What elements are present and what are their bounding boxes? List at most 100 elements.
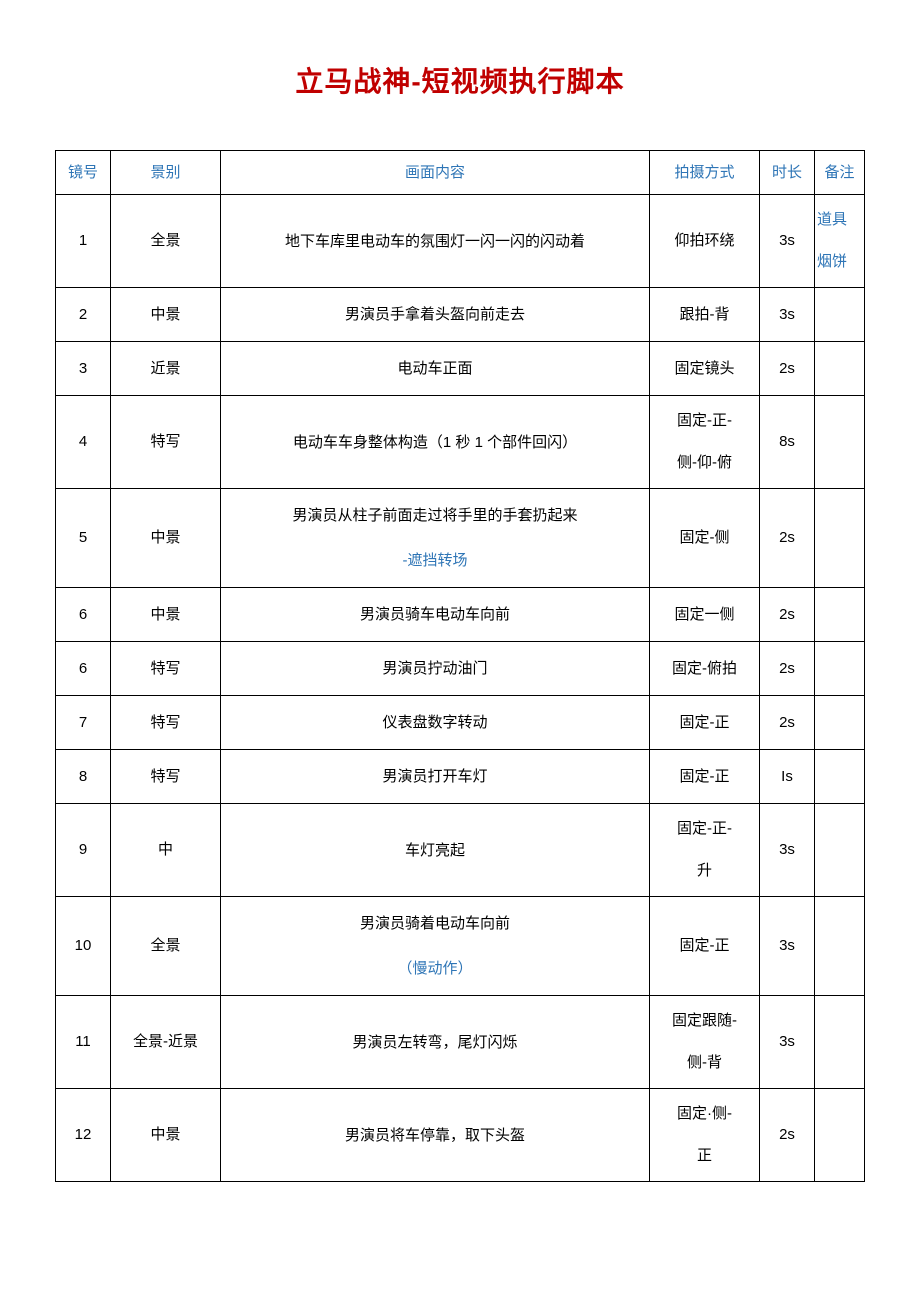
cell-line: 固定-正- (652, 808, 757, 850)
table-cell: 特写 (111, 750, 221, 804)
table-row: 2中景男演员手拿着头盔向前走去跟拍-背3s (56, 288, 865, 342)
table-row: 1全景地下车库里电动车的氛围灯一闪一闪的闪动着仰拍环绕3s道具烟饼 (56, 195, 865, 288)
table-cell (815, 342, 865, 396)
table-cell: 6 (56, 588, 111, 642)
page-title: 立马战神-短视频执行脚本 (55, 60, 865, 100)
table-cell: 4 (56, 396, 111, 489)
table-cell: 中景 (111, 1089, 221, 1182)
cell-line: 男演员将车停靠，取下头盔 (223, 1113, 647, 1158)
cell-line: 男演员骑着电动车向前 (223, 901, 647, 946)
cell-line: 侧-仰-俯 (652, 442, 757, 484)
table-row: 7特写仪表盘数字转动固定-正2s (56, 696, 865, 750)
table-cell: 2s (760, 696, 815, 750)
table-cell: 男演员骑着电动车向前（慢动作） (221, 897, 650, 996)
cell-line: 电动车正面 (223, 346, 647, 391)
cell-line: 固定-正 (652, 756, 757, 798)
table-cell: 近景 (111, 342, 221, 396)
table-row: 6特写男演员拧动油门固定-俯拍2s (56, 642, 865, 696)
cell-line: 电动车车身整体构造（1 秒 1 个部件回闪） (223, 420, 647, 465)
cell-line: 仰拍环绕 (652, 220, 757, 262)
cell-line: 固定-俯拍 (652, 648, 757, 690)
table-cell: 全景 (111, 897, 221, 996)
table-cell: 8s (760, 396, 815, 489)
table-cell: 6 (56, 642, 111, 696)
col-header-note: 备注 (815, 151, 865, 195)
table-cell: 仰拍环绕 (650, 195, 760, 288)
table-cell: 9 (56, 804, 111, 897)
table-cell: 固定-正 (650, 696, 760, 750)
table-cell: 男演员从柱子前面走过将手里的手套扔起来-遮挡转场 (221, 489, 650, 588)
cell-line: 固定-正 (652, 702, 757, 744)
table-cell: 中景 (111, 288, 221, 342)
col-header-shot: 景别 (111, 151, 221, 195)
table-cell: 道具烟饼 (815, 195, 865, 288)
cell-line: 侧-背 (652, 1042, 757, 1084)
table-cell: 10 (56, 897, 111, 996)
cell-line: 正 (652, 1135, 757, 1177)
table-cell: 固定一侧 (650, 588, 760, 642)
cell-line: 道具 (817, 199, 862, 241)
table-cell: 特写 (111, 396, 221, 489)
table-cell: 固定-正-侧-仰-俯 (650, 396, 760, 489)
table-cell (815, 396, 865, 489)
table-cell: 固定跟随-侧-背 (650, 996, 760, 1089)
table-row: 3近景电动车正面固定镜头2s (56, 342, 865, 396)
table-cell: 2s (760, 588, 815, 642)
cell-line: 男演员骑车电动车向前 (223, 592, 647, 637)
table-cell: 固定-正 (650, 750, 760, 804)
cell-line: -遮挡转场 (223, 538, 647, 583)
table-cell: 跟拍-背 (650, 288, 760, 342)
table-cell (815, 1089, 865, 1182)
table-cell: 男演员将车停靠，取下头盔 (221, 1089, 650, 1182)
table-row: 5中景男演员从柱子前面走过将手里的手套扔起来-遮挡转场固定-侧2s (56, 489, 865, 588)
col-header-duration: 时长 (760, 151, 815, 195)
table-cell (815, 804, 865, 897)
table-cell: 2s (760, 489, 815, 588)
table-cell: Is (760, 750, 815, 804)
table-cell: 固定镜头 (650, 342, 760, 396)
table-row: 9中车灯亮起固定-正-升3s (56, 804, 865, 897)
table-cell (815, 588, 865, 642)
col-header-method: 拍摄方式 (650, 151, 760, 195)
table-cell: 2s (760, 1089, 815, 1182)
cell-line: 固定-正 (652, 925, 757, 967)
table-row: 11全景-近景男演员左转弯，尾灯闪烁固定跟随-侧-背3s (56, 996, 865, 1089)
table-cell (815, 996, 865, 1089)
table-cell: 特写 (111, 696, 221, 750)
table-cell: 12 (56, 1089, 111, 1182)
table-cell (815, 750, 865, 804)
cell-line: （慢动作） (223, 946, 647, 991)
table-cell: 3s (760, 288, 815, 342)
table-cell: 仪表盘数字转动 (221, 696, 650, 750)
table-cell: 2s (760, 342, 815, 396)
cell-line: 固定-正- (652, 400, 757, 442)
table-cell (815, 696, 865, 750)
table-cell: 3 (56, 342, 111, 396)
table-cell: 3s (760, 897, 815, 996)
cell-line: 仪表盘数字转动 (223, 700, 647, 745)
table-cell (815, 489, 865, 588)
table-cell: 3s (760, 804, 815, 897)
cell-line: 固定跟随- (652, 1000, 757, 1042)
cell-line: 男演员左转弯，尾灯闪烁 (223, 1020, 647, 1065)
cell-line: 男演员拧动油门 (223, 646, 647, 691)
cell-line: 男演员打开车灯 (223, 754, 647, 799)
cell-line: 固定镜头 (652, 348, 757, 390)
table-cell: 3s (760, 996, 815, 1089)
cell-line: 男演员从柱子前面走过将手里的手套扔起来 (223, 493, 647, 538)
table-cell: 地下车库里电动车的氛围灯一闪一闪的闪动着 (221, 195, 650, 288)
col-header-num: 镜号 (56, 151, 111, 195)
cell-line: 烟饼 (817, 241, 862, 283)
table-cell (815, 642, 865, 696)
table-cell: 电动车正面 (221, 342, 650, 396)
table-cell: 5 (56, 489, 111, 588)
table-cell: 3s (760, 195, 815, 288)
col-header-content: 画面内容 (221, 151, 650, 195)
table-cell: 固定-正-升 (650, 804, 760, 897)
table-cell: 固定-正 (650, 897, 760, 996)
table-cell: 固定·侧-正 (650, 1089, 760, 1182)
table-cell: 特写 (111, 642, 221, 696)
table-cell (815, 897, 865, 996)
cell-line: 固定-侧 (652, 517, 757, 559)
table-cell: 男演员拧动油门 (221, 642, 650, 696)
